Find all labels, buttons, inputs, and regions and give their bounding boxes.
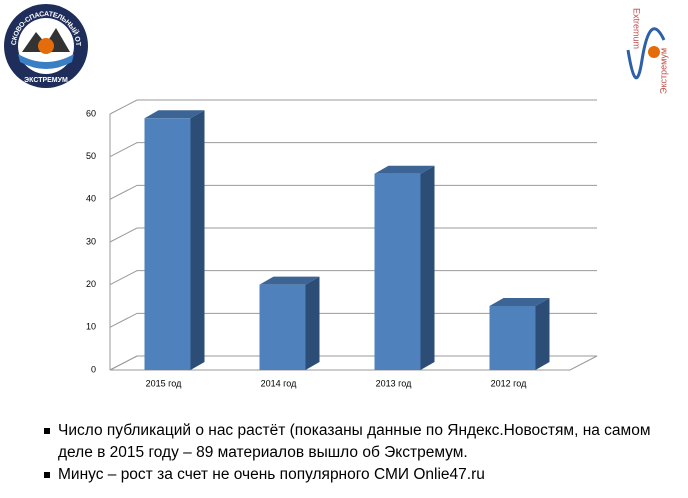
bar-top	[374, 165, 435, 174]
grid-line	[109, 99, 597, 115]
grid-line	[109, 184, 597, 200]
bar	[144, 118, 191, 371]
y-tick-label: 10	[86, 322, 96, 332]
bar-top	[489, 298, 550, 306]
bar	[259, 284, 306, 370]
left-logo: ПОИСКОВО-СПАСАТЕЛЬНЫЙ ОТРЯД ЭКСТРЕМУМ	[0, 0, 88, 88]
bar-top	[259, 276, 320, 285]
y-tick-label: 0	[91, 364, 96, 374]
right-logo: Extremum Экстремум	[626, 8, 668, 94]
y-tick-label: 40	[86, 194, 96, 204]
bar-side	[420, 165, 435, 370]
x-tick-label: 2012 год	[491, 378, 527, 388]
grid-line	[109, 355, 597, 371]
notes: Число публикаций о нас растёт (показаны …	[44, 420, 654, 486]
bullet: Число публикаций о нас растёт (показаны …	[44, 420, 654, 464]
y-tick-label: 30	[86, 236, 96, 246]
bullet: Минус – рост за счет не очень популярног…	[44, 464, 654, 486]
logo-latin: Extremum	[632, 8, 642, 49]
bar-top	[144, 110, 205, 119]
grid-line	[109, 227, 597, 243]
x-tick-label: 2013 год	[376, 378, 412, 388]
x-tick-label: 2015 год	[146, 378, 182, 388]
y-tick-label: 20	[86, 279, 96, 289]
grid-line	[109, 142, 597, 158]
grid-line	[109, 312, 597, 328]
chart: ПОИСКОВО-СПАСАТЕЛЬНЫЙ ОТРЯД ЭКСТРЕМУМ Ex…	[0, 0, 669, 389]
bar-side	[190, 110, 205, 371]
bar-side	[535, 298, 550, 370]
x-tick-label: 2014 год	[261, 378, 297, 388]
bar	[374, 173, 421, 370]
logo-cyrillic: Экстремум	[658, 48, 668, 94]
grid-line	[109, 270, 597, 286]
y-tick-label: 60	[86, 108, 96, 118]
bar	[489, 306, 536, 370]
y-tick-label: 50	[86, 151, 96, 161]
logo-name: ЭКСТРЕМУМ	[24, 77, 68, 84]
bar-side	[305, 276, 320, 370]
